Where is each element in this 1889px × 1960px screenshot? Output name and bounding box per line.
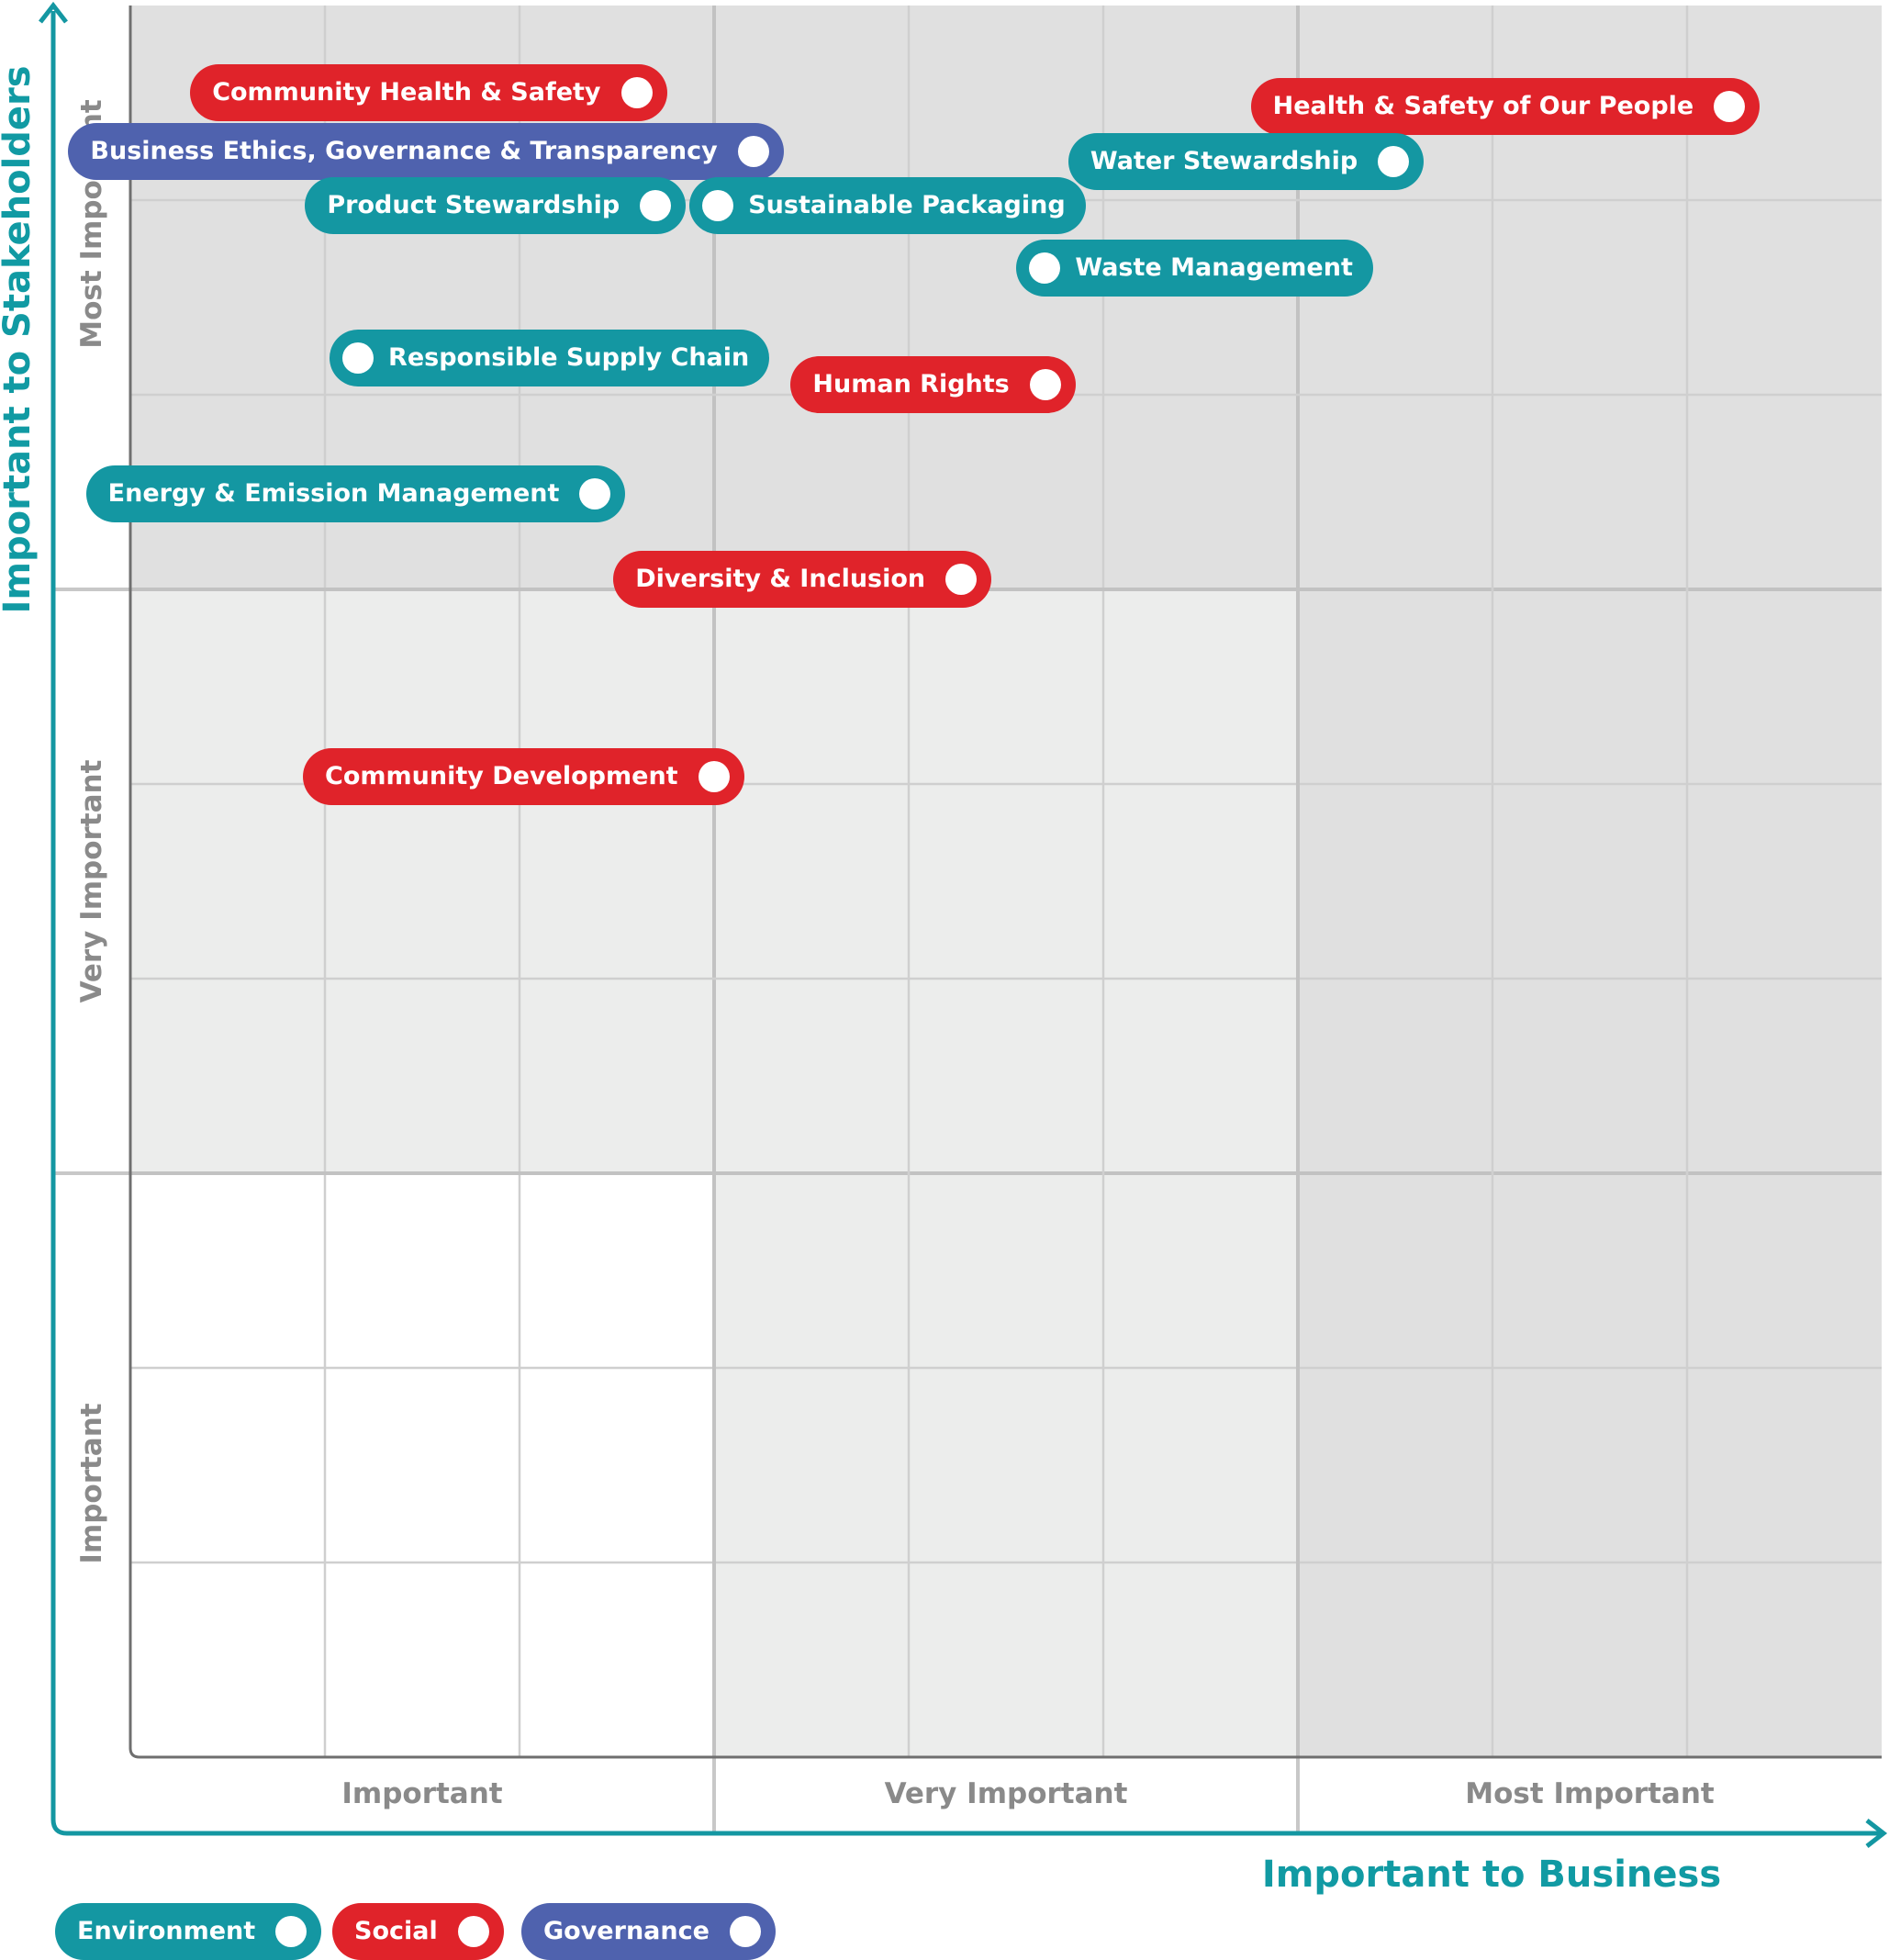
plot-frame xyxy=(129,6,1882,1759)
topic-label: Diversity & Inclusion xyxy=(635,565,926,594)
legend-label: Social xyxy=(354,1917,438,1945)
topic-label: Waste Management xyxy=(1075,253,1353,283)
y-axis-title: Important to Stakeholders xyxy=(0,65,39,613)
zone-2-1 xyxy=(1298,589,1882,1173)
importance-zones xyxy=(130,6,1882,1757)
topic-pill-business-ethics-governance-and-transparency: Business Ethics, Governance & Transparen… xyxy=(68,123,784,180)
y-band-label-2: Very Important xyxy=(75,759,108,1002)
topic-pill-responsible-supply-chain: Responsible Supply Chain xyxy=(330,329,770,386)
data-point-marker xyxy=(579,478,611,510)
gridlines xyxy=(55,6,1882,1834)
zone-1-2 xyxy=(714,6,1298,589)
data-point-marker xyxy=(702,190,734,222)
legend-marker xyxy=(729,1916,761,1947)
topic-label: Sustainable Packaging xyxy=(748,191,1066,220)
data-point-marker xyxy=(945,564,978,596)
x-band-label-2: Very Important xyxy=(885,1777,1128,1810)
data-point-marker xyxy=(342,342,374,374)
data-point-marker xyxy=(1029,369,1061,401)
topic-label: Health & Safety of Our People xyxy=(1272,92,1694,121)
legend-item-environment: Environment xyxy=(55,1903,322,1960)
topic-label: Responsible Supply Chain xyxy=(388,342,750,372)
y-band-label-1: Important xyxy=(75,1403,108,1563)
topic-pill-product-stewardship: Product Stewardship xyxy=(305,177,687,235)
x-band-label-1: Important xyxy=(341,1777,502,1810)
topic-pill-diversity-and-inclusion: Diversity & Inclusion xyxy=(613,551,992,609)
topic-label: Product Stewardship xyxy=(327,191,620,220)
data-point-marker xyxy=(620,77,653,109)
zone-1-0 xyxy=(714,1173,1298,1757)
topic-pill-community-development: Community Development xyxy=(303,747,744,805)
legend-item-social: Social xyxy=(332,1903,504,1960)
zone-0-1 xyxy=(130,589,714,1173)
topic-pill-human-rights: Human Rights xyxy=(790,356,1076,414)
legend-marker xyxy=(275,1916,307,1947)
topic-pill-sustainable-packaging: Sustainable Packaging xyxy=(689,177,1086,235)
band-labels: Important Very Important Most Important Imp… xyxy=(75,99,1715,1810)
data-point-marker xyxy=(737,136,769,167)
axes xyxy=(39,1,1888,1848)
zone-0-0 xyxy=(130,1173,714,1757)
data-point-marker xyxy=(1029,252,1061,285)
x-axis-arrow xyxy=(1865,1819,1888,1848)
topic-label: Energy & Emission Management xyxy=(107,479,560,509)
legend-label: Environment xyxy=(77,1917,256,1945)
topic-label: Water Stewardship xyxy=(1090,146,1358,175)
legend-label: Governance xyxy=(543,1917,710,1945)
legend-item-governance: Governance xyxy=(521,1903,776,1960)
topic-pill-energy-and-emission-management: Energy & Emission Management xyxy=(85,465,626,523)
x-band-label-3: Most Important xyxy=(1465,1777,1715,1810)
x-axis-title: Important to Business xyxy=(1262,1854,1721,1896)
zone-2-0 xyxy=(1298,1173,1882,1757)
data-point-marker xyxy=(640,190,672,222)
topic-label: Business Ethics, Governance & Transparen… xyxy=(90,137,718,165)
topic-pill-water-stewardship: Water Stewardship xyxy=(1067,132,1425,190)
zone-1-1 xyxy=(714,589,1298,1173)
topic-pill-health-and-safety-of-our-people: Health & Safety of Our People xyxy=(1250,78,1760,136)
y-axis-arrow xyxy=(39,1,68,24)
data-point-marker xyxy=(1714,91,1746,123)
data-point-marker xyxy=(698,760,730,792)
topic-label: Human Rights xyxy=(812,370,1010,399)
axis-lines xyxy=(50,11,1880,1836)
topic-pill-waste-management: Waste Management xyxy=(1016,240,1373,297)
legend-marker xyxy=(457,1916,489,1947)
data-point-marker xyxy=(1378,145,1410,177)
topic-label: Community Health & Safety xyxy=(212,78,601,107)
topic-pill-community-health-and-safety: Community Health & Safety xyxy=(190,64,667,122)
topic-label: Community Development xyxy=(325,761,678,790)
